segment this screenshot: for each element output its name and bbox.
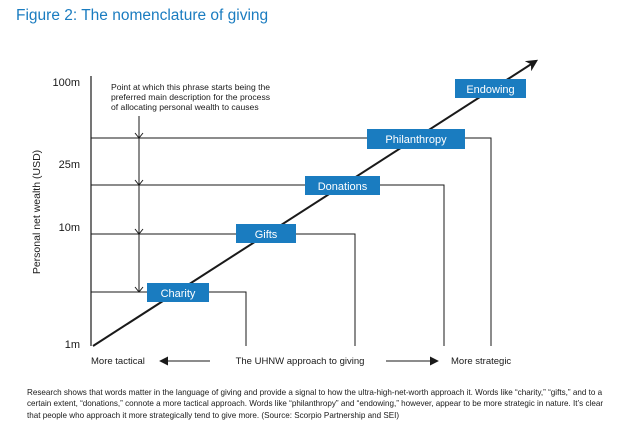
charity-bracket <box>91 291 247 346</box>
gifts-bracket <box>91 233 356 346</box>
y-tick-1m: 1m <box>65 339 80 351</box>
term-donations-label: Donations <box>318 181 368 193</box>
y-axis-label: Personal net wealth (USD) <box>31 150 43 274</box>
x-label-left: More tactical <box>91 356 145 367</box>
annotation-line-2: preferred main description for the proce… <box>111 92 270 102</box>
annotation-line-1: Point at which this phrase starts being … <box>111 82 270 92</box>
y-tick-100m: 100m <box>52 77 80 89</box>
figure-caption: Research shows that words matter in the … <box>27 388 604 420</box>
term-endowing-label: Endowing <box>466 84 514 96</box>
y-tick-10m: 10m <box>59 222 80 234</box>
term-donations: Donations <box>305 176 380 195</box>
donations-bracket <box>91 184 445 346</box>
pointer-arrowhead-philanthropy <box>134 132 144 139</box>
pointer-arrowhead-gifts <box>134 228 144 235</box>
term-philanthropy: Philanthropy <box>367 129 465 149</box>
philanthropy-bracket <box>91 137 492 346</box>
x-label-right: More strategic <box>451 356 511 367</box>
term-gifts: Gifts <box>236 224 296 243</box>
figure-title: Figure 2: The nomenclature of giving <box>16 7 269 24</box>
term-gifts-label: Gifts <box>255 229 278 241</box>
term-charity: Charity <box>147 283 209 302</box>
annotation-line-3: of allocating personal wealth to causes <box>111 102 259 112</box>
pointer-arrowhead-charity <box>134 286 144 293</box>
term-endowing: Endowing <box>455 79 526 98</box>
x-label-center: The UHNW approach to giving <box>236 356 365 367</box>
y-tick-25m: 25m <box>59 159 80 171</box>
term-charity-label: Charity <box>161 288 196 300</box>
term-philanthropy-label: Philanthropy <box>385 134 447 146</box>
pointer-arrowhead-donations <box>134 179 144 186</box>
